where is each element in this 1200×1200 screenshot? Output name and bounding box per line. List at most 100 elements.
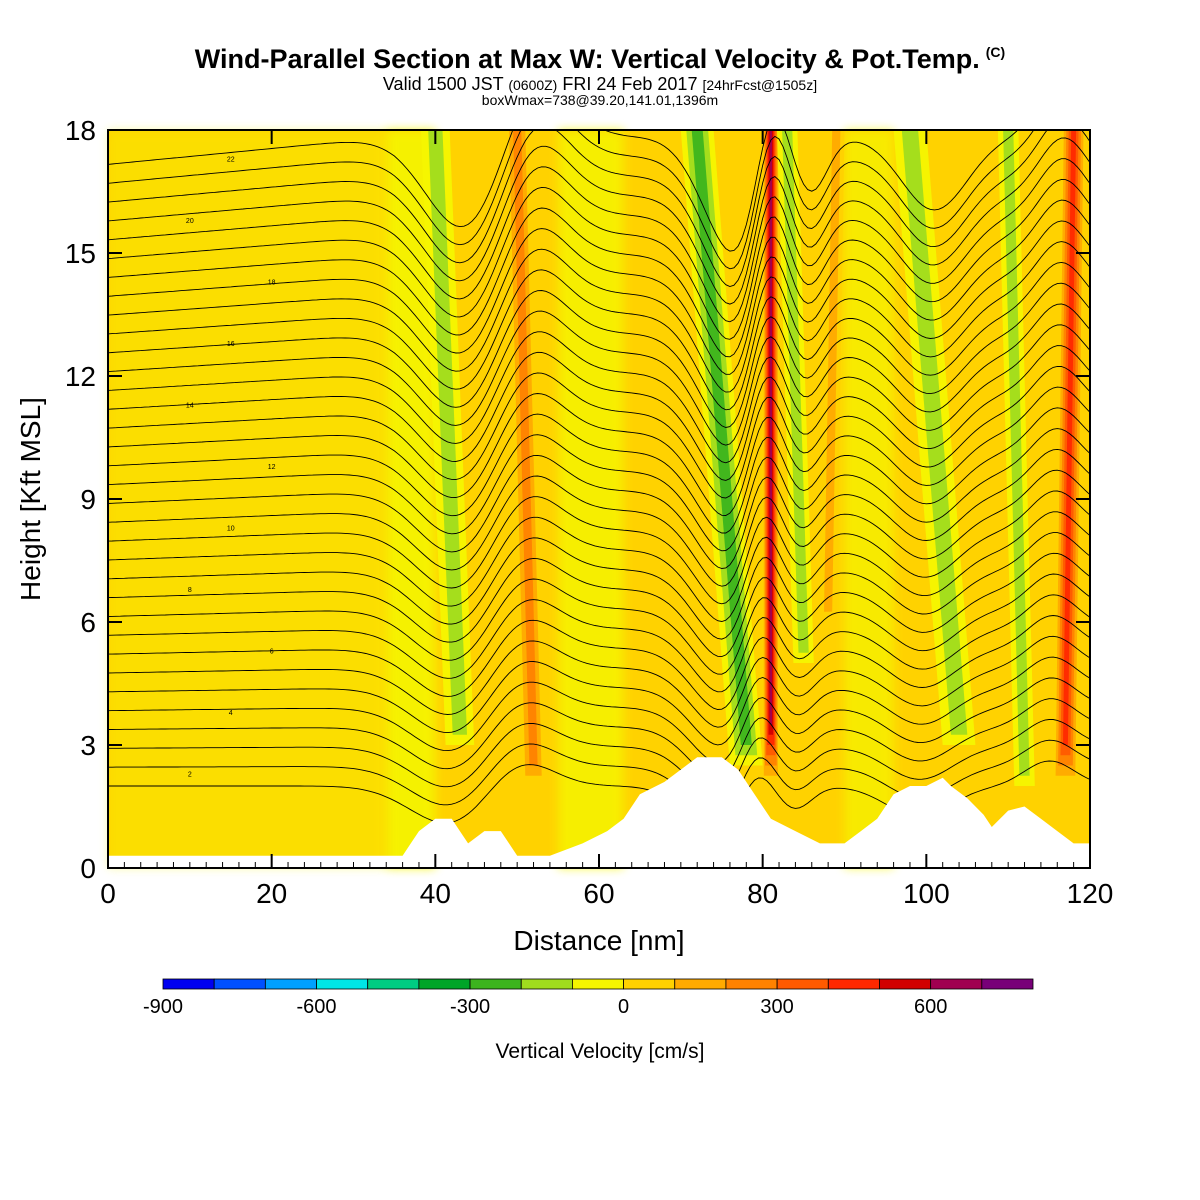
isentrope-line [108,345,1090,481]
isentrope-line [108,137,1090,305]
y-tick-label: 12 [65,361,96,392]
colorbar-swatch [674,978,727,990]
chart-subtitle: Valid 1500 JST (0600Z) FRI 24 Feb 2017 [… [0,74,1200,95]
colorbar-swatch [981,978,1034,990]
isentrope-line [108,490,1090,605]
y-tick-label: 15 [65,238,96,269]
isentrope-label: 6 [270,649,274,656]
isentrope-line [108,635,1090,728]
colorbar-swatch [316,978,369,990]
velocity-band-down-78 [691,130,752,745]
isentrope-label: 14 [186,403,194,410]
colorbar-tick-label: -300 [450,996,490,1018]
isentrope-line [108,220,1090,375]
colorbar-swatch [418,978,471,990]
background-patch [108,130,387,868]
isentrope-label: 10 [227,526,235,533]
isentrope-label: 18 [268,280,276,287]
chart-title-text: Wind-Parallel Section at Max W: Vertical… [194,44,980,74]
y-tick-label: 6 [80,607,96,638]
forecast-info: [24hrFcst@1505z] [702,77,818,93]
velocity-band-up-81 [769,130,772,725]
x-tick-label: 80 [747,878,778,909]
terrain-fill [108,757,1090,868]
y-tick-label: 0 [80,853,96,884]
y-tick-label: 18 [65,115,96,146]
chart-title-mark: (C) [985,44,1006,60]
isentrope-line [108,615,1090,710]
colorbar-swatch [469,978,522,990]
colorbar-swatch [725,978,778,990]
velocity-band-up-117 [1063,130,1077,745]
isentrope-line [108,130,1090,287]
isentrope-line [108,656,1090,746]
isentrope-line [108,199,1090,358]
isentrope-line [108,130,1035,270]
isentrope-label: 22 [227,157,235,164]
isentrope-line [108,365,1090,499]
isentrope-line [108,261,1090,411]
isentrope-line [108,573,1090,675]
isentrope-line [108,448,1090,569]
isentrope-line [108,698,1090,781]
x-tick-label: 120 [1067,878,1114,909]
colorbar: -900 -600 -300 0 300 600 Vertical Velocity [cm… [143,978,1034,1063]
x-tick-label: 20 [256,878,287,909]
colorbar-swatch [572,978,624,990]
y-tick-label: 9 [80,484,96,515]
valid-utc: (0600Z) [508,77,558,93]
isentrope-line [108,130,1019,252]
isentrope-line [108,469,1090,587]
colorbar-swatch [879,978,932,990]
terrain-layer [108,757,1090,868]
isentrope-line [108,158,1090,323]
isentrope-line [108,282,1090,428]
isentrope-line [108,386,1090,516]
isentrope-line [108,511,1090,622]
isentrope-label: 4 [229,710,233,717]
velocity-band-down-103 [901,130,968,735]
background-patch [558,130,624,868]
isentrope-line [108,324,1090,464]
box-info: boxWmax=738@39.20,141.01,1396m [481,92,719,108]
isentrope-line [108,407,1090,534]
x-tick-label: 60 [583,878,614,909]
colorbar-tick-label: 300 [760,996,793,1018]
axes: 0 20 40 60 80 100 120 0 3 6 9 12 15 18 Distance [nm] He… [15,115,1113,956]
isentrope-line [108,594,1090,693]
velocity-band-down-85 [782,130,809,653]
isentrope-line [108,552,1090,658]
isentrope-label: 8 [188,587,192,594]
isentrope-label: 12 [268,464,276,471]
y-tick-label: 3 [80,730,96,761]
isentrope-line [108,719,1090,799]
colorbar-swatch [623,978,676,990]
isentrope-line [108,428,1090,552]
y-axis-title: Height [Kft MSL] [15,397,46,601]
x-tick-label: 0 [100,878,116,909]
isentrope-label: 16 [227,341,235,348]
colorbar-tick-label: -600 [297,996,337,1018]
velocity-band-down-42 [428,130,467,735]
isentrope-line [108,241,1090,393]
background-patch [844,130,894,868]
isentrope-layer: 2 4 6 8 10 12 14 16 18 20 22 [108,130,1090,834]
isentrope-line [108,303,1090,446]
colorbar-tick-label: 0 [618,996,629,1018]
colorbar-swatch [213,978,266,990]
colorbar-tick-label: -900 [143,996,183,1018]
colorbar-title: Vertical Velocity [cm/s] [496,1040,705,1063]
colorbar-swatch [520,978,573,990]
isentrope-label: 20 [186,218,194,225]
velocity-band-up-52 [513,130,538,766]
colorbar-swatch [264,978,317,990]
x-tick-label: 100 [903,878,950,909]
velocity-band-up-88 [824,130,841,612]
colorbar-swatch [367,978,420,990]
colorbar-swatch [776,978,829,990]
isentrope-label: 2 [188,772,192,779]
colorbar-swatch [162,978,215,990]
colorbar-swatch [827,978,880,990]
chart-title: Wind-Parallel Section at Max W: Vertical… [0,44,1200,75]
